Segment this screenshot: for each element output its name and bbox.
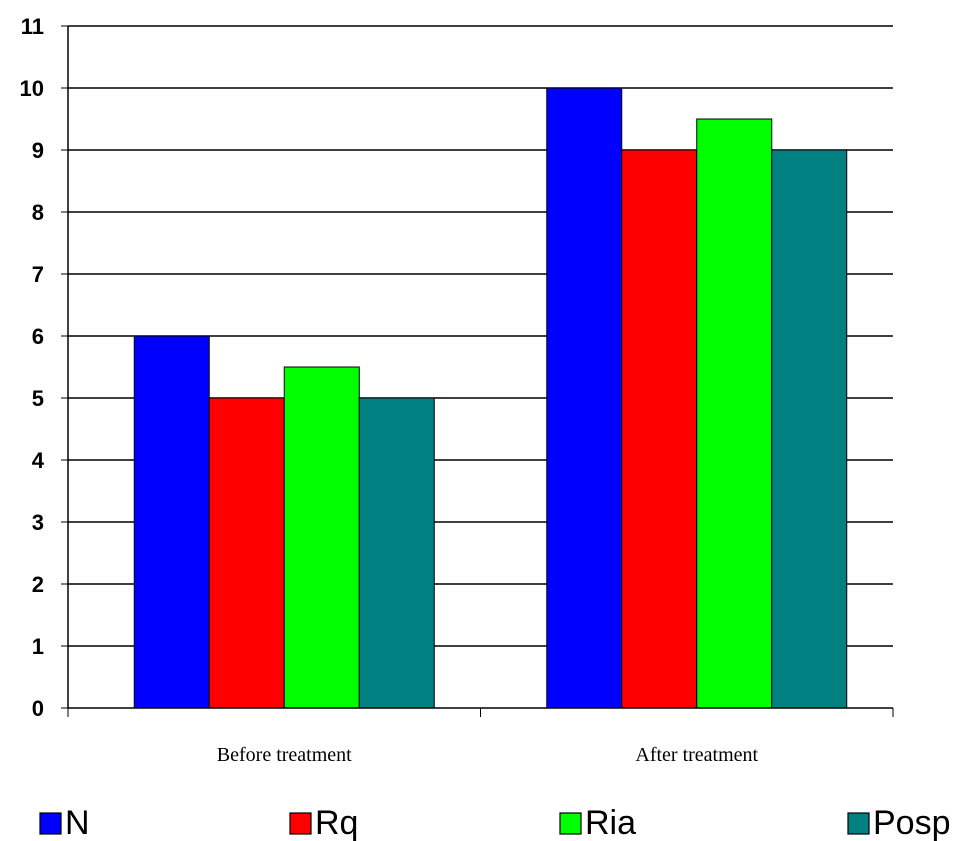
- x-tick-label: Before treatment: [217, 744, 352, 766]
- y-tick-label: 6: [32, 324, 44, 349]
- bar-n-1: [546, 87, 623, 709]
- bar-ria-1: [696, 118, 773, 709]
- legend-label: Posp: [873, 804, 951, 841]
- bar-n-0: [133, 335, 210, 709]
- axes: [61, 25, 894, 717]
- legend-item-posp: Posp: [847, 804, 951, 841]
- legend-swatch: [559, 812, 582, 835]
- y-tick-label: 3: [32, 510, 44, 535]
- legend-item-n: N: [39, 804, 90, 841]
- y-tick-label: 0: [32, 696, 44, 721]
- y-tick-label: 4: [32, 448, 45, 473]
- legend-swatch: [39, 812, 62, 835]
- bar-posp-0: [358, 397, 435, 709]
- y-tick-label: 7: [32, 262, 44, 287]
- y-tick-label: 8: [32, 200, 44, 225]
- legend-swatch: [289, 812, 312, 835]
- bar-rq-1: [621, 149, 698, 709]
- legend-label: Rq: [315, 804, 358, 841]
- y-tick-label: 11: [21, 14, 44, 39]
- legend: N Rq Ria Posp: [39, 804, 951, 841]
- legend-label: N: [65, 804, 90, 841]
- bar-ria-0: [283, 366, 360, 709]
- y-tick-label: 2: [32, 572, 44, 597]
- legend-item-rq: Rq: [289, 804, 358, 841]
- y-tick-label: 1: [32, 634, 44, 659]
- y-tick-label: 5: [32, 386, 44, 411]
- y-tick-label: 9: [32, 138, 44, 163]
- legend-item-ria: Ria: [559, 804, 636, 841]
- bar-posp-1: [771, 149, 848, 709]
- legend-swatch: [847, 812, 870, 835]
- tick-labels: 0 1 2 3 4 5 6 7 8 9 10 11 Before treatment After trea…: [20, 14, 759, 766]
- y-tick-label: 10: [20, 76, 44, 101]
- x-tick-label: After treatment: [635, 744, 758, 766]
- legend-label: Ria: [585, 804, 636, 841]
- bars: [133, 87, 848, 709]
- bar-rq-0: [208, 397, 285, 709]
